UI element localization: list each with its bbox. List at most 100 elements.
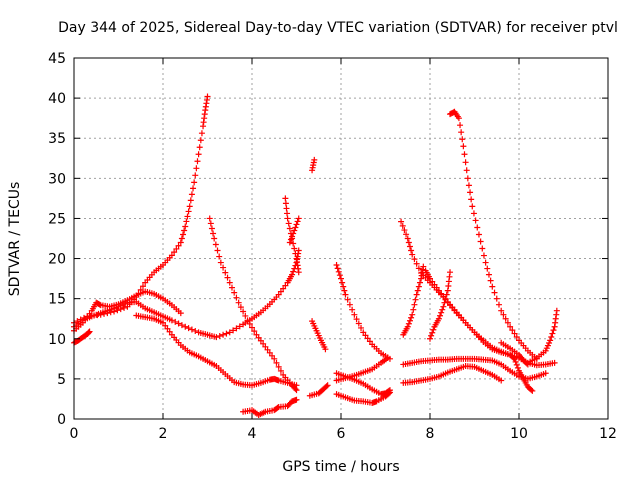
data-point [284, 210, 291, 217]
data-point [468, 196, 475, 203]
data-point [477, 238, 484, 245]
data-point [286, 239, 293, 246]
data-point [429, 278, 436, 285]
data-point [214, 247, 221, 254]
data-point [406, 243, 413, 250]
data-point [513, 333, 520, 340]
data-point [280, 285, 287, 292]
data-point [408, 247, 415, 254]
y-axis-label: SDTVAR / TECUs [7, 182, 23, 297]
data-point [235, 299, 242, 306]
data-point [511, 330, 518, 337]
data-point [274, 404, 281, 411]
data-point [216, 332, 223, 339]
series-arc-7 [282, 195, 302, 276]
data-point [542, 370, 549, 377]
series-arc-12 [309, 318, 329, 353]
series-arc-2 [71, 247, 302, 341]
data-point [550, 327, 557, 334]
data-point [177, 239, 184, 246]
data-point [282, 200, 289, 207]
data-point [435, 287, 442, 294]
data-point [293, 387, 300, 394]
series-arc-20 [400, 355, 549, 382]
x-axis-label: GPS time / hours [282, 459, 399, 475]
x-tick-label: 8 [426, 426, 435, 442]
series-arc-21 [400, 363, 505, 386]
data-point [405, 320, 412, 327]
series-arc-6 [206, 215, 300, 394]
data-point [233, 294, 240, 301]
data-point [133, 294, 140, 301]
data-point [188, 326, 195, 333]
data-point [222, 269, 229, 276]
data-point [277, 288, 284, 295]
data-point [386, 389, 393, 396]
data-point [491, 289, 498, 296]
data-point [255, 334, 262, 341]
data-point [231, 289, 238, 296]
data-point [514, 364, 521, 371]
data-point [292, 250, 299, 257]
data-point [549, 330, 556, 337]
data-point [217, 259, 224, 266]
series-arc-4 [71, 93, 211, 326]
data-point [273, 359, 280, 366]
data-point [220, 331, 227, 338]
data-point [181, 227, 188, 234]
data-point [333, 261, 340, 268]
data-point [399, 222, 406, 229]
data-point [264, 346, 271, 353]
data-point [349, 306, 356, 313]
series-arc-14 [333, 370, 393, 398]
data-point [542, 347, 549, 354]
data-point [74, 318, 81, 325]
data-point [207, 220, 214, 227]
data-point [286, 225, 293, 232]
data-point [194, 158, 201, 165]
data-point [479, 245, 486, 252]
data-point [439, 306, 446, 313]
data-point [107, 309, 114, 316]
x-tick-label: 2 [159, 426, 168, 442]
data-point [224, 274, 231, 281]
data-point [228, 284, 235, 291]
data-point [551, 359, 558, 366]
series-arc-13 [333, 261, 393, 362]
data-point [403, 231, 410, 238]
data-point [282, 282, 289, 289]
x-tick-label: 4 [248, 426, 257, 442]
data-point [398, 218, 405, 225]
y-tick-label: 15 [48, 292, 66, 308]
data-point [427, 275, 433, 282]
data-point [460, 143, 467, 150]
data-point [226, 279, 233, 286]
data-point [290, 268, 297, 275]
data-point [510, 354, 517, 361]
data-point [187, 197, 194, 204]
x-tick-label: 0 [70, 426, 79, 442]
data-point [441, 299, 448, 306]
data-point [509, 327, 516, 334]
data-point [404, 235, 411, 242]
data-point [188, 191, 195, 198]
data-point [415, 265, 422, 272]
data-point [183, 218, 190, 225]
data-point [97, 311, 104, 318]
data-point [484, 265, 491, 272]
y-tick-label: 25 [48, 211, 66, 227]
data-point [427, 335, 433, 342]
data-point [507, 323, 514, 330]
data-point [266, 349, 273, 356]
data-point [283, 205, 290, 212]
series-arc-16 [333, 355, 391, 384]
data-point [475, 231, 482, 238]
data-point [182, 323, 189, 330]
data-point [463, 167, 470, 174]
data-point [342, 291, 349, 298]
data-point [442, 295, 449, 302]
data-point [355, 320, 362, 327]
data-point [223, 330, 230, 337]
data-point [405, 239, 412, 246]
